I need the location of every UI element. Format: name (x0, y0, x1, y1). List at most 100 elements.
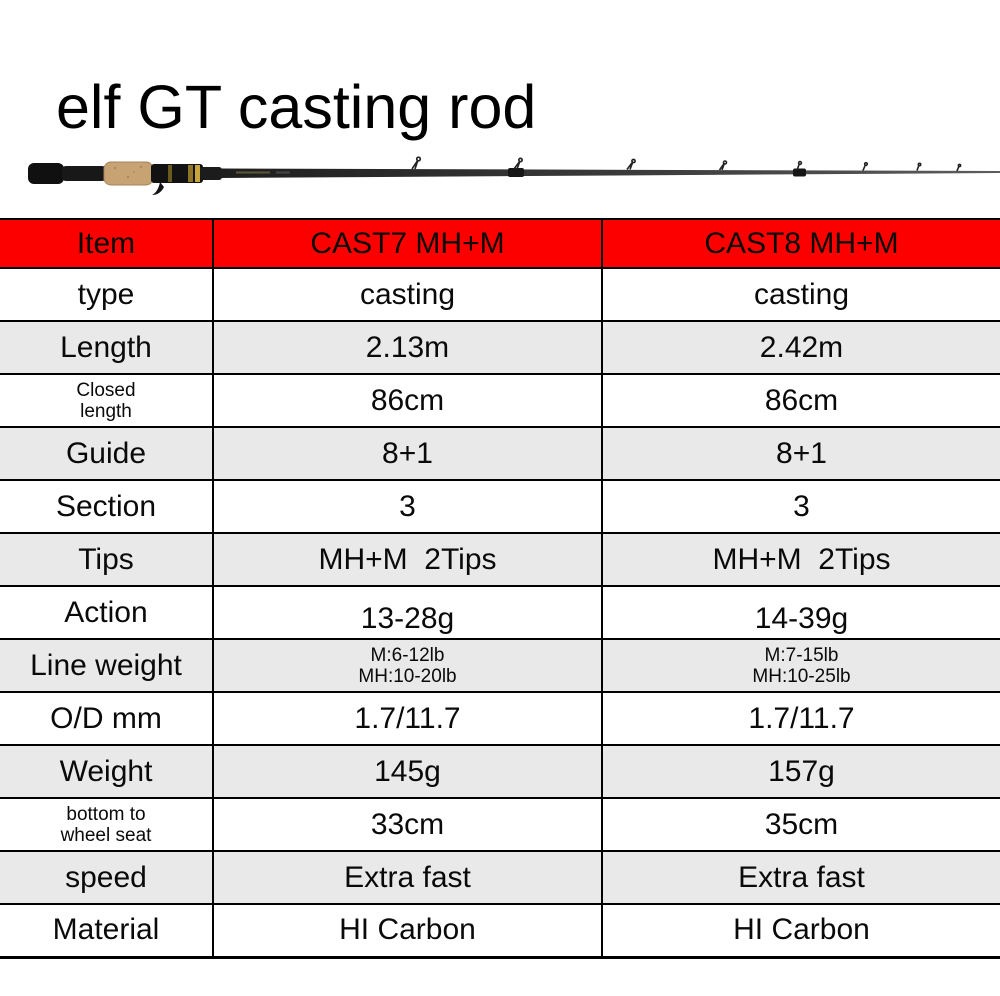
value-cell-cast7: HI Carbon (212, 903, 602, 959)
value-cell-cast7: MH+M 2Tips (212, 532, 602, 586)
value-cell-cast8: Extra fast (601, 850, 1000, 904)
spec-table-header: Item CAST7 MH+M CAST8 MH+M (0, 218, 1000, 269)
cell-text: bottom to (66, 803, 146, 825)
value-cell-cast8: 3 (601, 479, 1000, 533)
rod-cork-grip-icon (103, 161, 154, 186)
cell-text: Guide (65, 436, 147, 470)
cell-text: 33cm (370, 807, 445, 841)
cell-text: HI Carbon (733, 913, 870, 947)
rod-rear-grip-icon (62, 166, 106, 181)
row-label-cell: bottom to wheel seat (0, 797, 213, 851)
cell-text: Weight (59, 754, 153, 788)
cell-text: MH+M 2Tips (712, 542, 891, 576)
value-cell-cast7: Extra fast (212, 850, 602, 904)
cell-text: M:6-12lb (370, 644, 445, 666)
value-cell-cast7: 1.7/11.7 (212, 691, 602, 745)
rod-butt-cap-icon (28, 163, 64, 184)
row-label-cell: Material (0, 903, 213, 959)
cell-text: Extra fast (344, 860, 471, 894)
table-row: speed Extra fast Extra fast (0, 850, 1000, 904)
value-cell-cast7: 3 (212, 479, 602, 533)
table-row: Line weight M:6-12lb MH:10-20lb M:7-15lb MH:… (0, 638, 1000, 692)
value-cell-cast7: M:6-12lb MH:10-20lb (212, 638, 602, 692)
row-label-cell: speed (0, 850, 213, 904)
page-title: elf GT casting rod (56, 73, 537, 141)
table-row: bottom to wheel seat 33cm 35cm (0, 797, 1000, 851)
cell-text: Extra fast (738, 860, 865, 894)
value-cell-cast7: 33cm (212, 797, 602, 851)
row-label-cell: Weight (0, 744, 213, 798)
value-cell-cast8: 157g (601, 744, 1000, 798)
value-cell-cast8: 2.42m (601, 320, 1000, 374)
cell-text: Line weight (30, 648, 182, 682)
cell-text: 35cm (764, 807, 839, 841)
cell-text: speed (65, 860, 147, 894)
cell-text: M:7-15lb (764, 644, 839, 666)
table-row: Closed length 86cm 86cm (0, 373, 1000, 427)
cell-text: 8+1 (382, 436, 433, 470)
value-cell-cast7: casting (212, 267, 602, 321)
cell-text: 1.7/11.7 (354, 701, 461, 735)
cell-text: 86cm (370, 383, 445, 417)
value-cell-cast7: 2.13m (212, 320, 602, 374)
table-row: Length 2.13m 2.42m (0, 320, 1000, 374)
cell-text: wheel seat (60, 824, 152, 846)
cell-text: Action (64, 595, 148, 629)
value-cell-cast7: 86cm (212, 373, 602, 427)
spec-table: Item CAST7 MH+M CAST8 MH+M type casting ca… (0, 218, 1000, 959)
rod-image (0, 148, 1000, 208)
row-label-cell: type (0, 267, 213, 321)
cell-text: 2.42m (759, 330, 844, 364)
header-row: Item CAST7 MH+M CAST8 MH+M (0, 218, 1000, 269)
cell-text: 1.7/11.7 (748, 701, 855, 735)
value-cell-cast7: 145g (212, 744, 602, 798)
table-row: Action 13-28g 14-39g (0, 585, 1000, 639)
cell-text: casting (753, 277, 850, 311)
row-label-cell: Length (0, 320, 213, 374)
row-label-cell: Line weight (0, 638, 213, 692)
value-cell-cast8: M:7-15lb MH:10-25lb (601, 638, 1000, 692)
rod-line-guides-icon (411, 156, 962, 172)
value-cell-cast8: 1.7/11.7 (601, 691, 1000, 745)
cell-text: 2.13m (365, 330, 450, 364)
value-cell-cast8: casting (601, 267, 1000, 321)
row-label-cell: Action (0, 585, 213, 639)
value-cell-cast8: MH+M 2Tips (601, 532, 1000, 586)
row-label-cell: Closed length (0, 373, 213, 427)
value-cell-cast7: 8+1 (212, 426, 602, 480)
value-cell-cast8: 14-39g (601, 585, 1000, 639)
header-cell-cast7: CAST7 MH+M (212, 218, 602, 269)
cell-text: Length (60, 330, 152, 364)
cell-text: 13-28g (360, 601, 455, 635)
cell-text: MH:10-25lb (752, 665, 851, 687)
table-row: Tips MH+M 2Tips MH+M 2Tips (0, 532, 1000, 586)
row-label-cell: O/D mm (0, 691, 213, 745)
value-cell-cast8: 86cm (601, 373, 1000, 427)
value-cell-cast8: 35cm (601, 797, 1000, 851)
cell-text: Material (52, 913, 160, 947)
cell-text: length (80, 400, 132, 422)
cell-text: Section (55, 489, 157, 523)
cell-text: 86cm (764, 383, 839, 417)
value-cell-cast7: 13-28g (212, 585, 602, 639)
table-row: Weight 145g 157g (0, 744, 1000, 798)
cell-text: Closed (76, 379, 136, 401)
cell-text: 14-39g (754, 601, 849, 635)
value-cell-cast8: HI Carbon (601, 903, 1000, 959)
table-row: Section 3 3 (0, 479, 1000, 533)
cell-text: 3 (399, 489, 416, 523)
table-row: type casting casting (0, 267, 1000, 321)
cell-text: MH:10-20lb (358, 665, 457, 687)
header-cell-cast8: CAST8 MH+M (601, 218, 1000, 269)
row-label-cell: Tips (0, 532, 213, 586)
table-row: O/D mm 1.7/11.7 1.7/11.7 (0, 691, 1000, 745)
rod-trigger-icon (152, 182, 164, 195)
value-cell-cast8: 8+1 (601, 426, 1000, 480)
row-label-cell: Guide (0, 426, 213, 480)
cell-text: casting (359, 277, 456, 311)
cell-text: 145g (374, 754, 441, 788)
cell-text: type (77, 277, 135, 311)
casting-rod-illustration (28, 156, 1000, 195)
table-row: Guide 8+1 8+1 (0, 426, 1000, 480)
row-label-cell: Section (0, 479, 213, 533)
